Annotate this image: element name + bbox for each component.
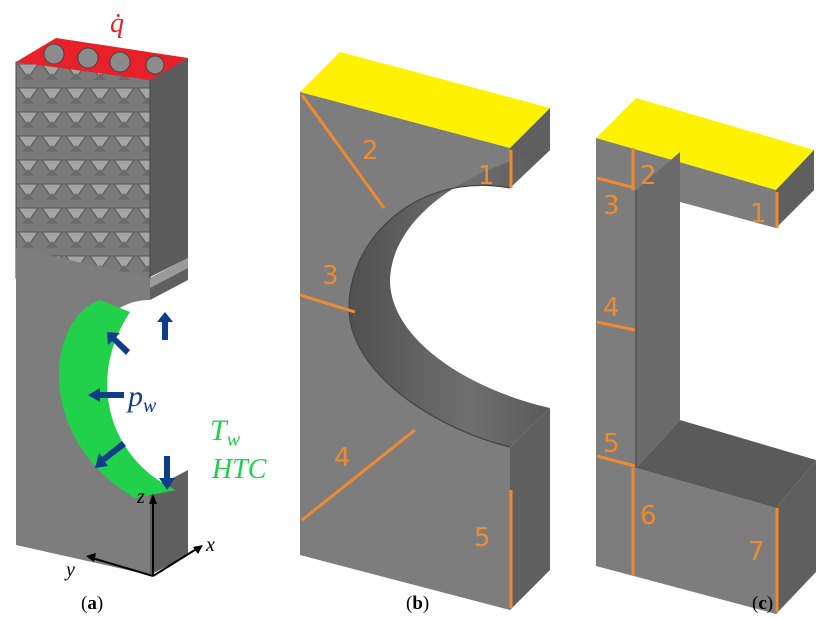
lattice-block <box>15 61 151 279</box>
pressure-arrow <box>159 456 175 490</box>
inner-back-face <box>636 152 680 468</box>
section-label: 4 <box>603 293 620 323</box>
body-top-face <box>150 258 188 288</box>
lower-side-face <box>776 460 816 614</box>
section-label: 6 <box>640 501 657 531</box>
section-label: 3 <box>322 261 339 291</box>
lattice-hole <box>145 55 165 75</box>
z-axis-label: z <box>136 486 145 508</box>
section-label: 1 <box>750 199 767 229</box>
section-lines <box>299 94 513 608</box>
cavity-surface <box>349 150 550 447</box>
section-line-4 <box>301 428 416 522</box>
section-labels: 1 2 3 4 5 <box>322 136 495 553</box>
htc-label: HTC <box>211 454 267 485</box>
x-axis-arrowhead <box>193 545 203 554</box>
y-axis-arrowhead <box>86 553 96 562</box>
caption-b: (b) <box>406 593 429 614</box>
pressure-arrow <box>88 388 124 402</box>
x-axis-label: x <box>205 534 215 556</box>
y-axis <box>91 557 154 577</box>
section-line-4 <box>596 320 636 332</box>
pressure-arrow <box>95 441 126 468</box>
section-label: 2 <box>640 161 657 191</box>
panel-b: 1 2 3 4 5 (b) <box>299 52 550 614</box>
pressure-arrow <box>107 332 130 355</box>
coordinate-axes <box>86 494 203 577</box>
top-face <box>596 98 814 190</box>
inner-floor-face <box>636 420 816 508</box>
section-line-5 <box>596 454 636 468</box>
lattice-hole <box>77 47 99 69</box>
wall-band <box>58 300 177 498</box>
temperature-label: Tw <box>210 414 241 451</box>
section-label: 3 <box>603 191 620 221</box>
section-labels: 1 2 3 4 5 6 7 <box>603 161 767 567</box>
section-label: 2 <box>362 136 379 166</box>
section-lines <box>596 148 779 612</box>
heat-flux-label: q̇ <box>110 8 124 39</box>
temperature-symbol: T <box>210 414 229 447</box>
front-face <box>596 138 776 614</box>
upper-side-face <box>776 150 814 228</box>
z-axis-arrowhead <box>149 494 157 504</box>
panel-a: q̇ pw Tw HTC z x y (a) <box>15 8 267 614</box>
section-line-3 <box>596 176 636 190</box>
section-label: 7 <box>748 537 765 567</box>
pressure-subscript: w <box>143 395 157 417</box>
top-face <box>300 52 550 148</box>
lattice-hole <box>109 51 131 73</box>
caption-a: (a) <box>81 593 103 614</box>
lattice-side-face <box>148 58 188 278</box>
lattice-hole <box>43 43 65 65</box>
pressure-arrow <box>157 312 173 340</box>
section-label: 5 <box>603 429 620 459</box>
section-label: 1 <box>478 161 495 191</box>
panel-c: 1 2 3 4 5 6 7 (c) <box>596 98 816 614</box>
pressure-symbol: p <box>126 380 143 413</box>
y-axis-label: y <box>64 559 75 581</box>
temperature-subscript: w <box>227 429 241 451</box>
section-label: 5 <box>474 523 491 553</box>
pressure-arrows <box>88 312 175 490</box>
cavity-edge <box>348 184 511 448</box>
pressure-label: pw <box>126 380 157 417</box>
caption-c: (c) <box>752 593 773 614</box>
x-axis <box>152 547 199 577</box>
section-line-2 <box>300 94 386 209</box>
section-line-3 <box>299 293 356 314</box>
section-label: 4 <box>334 443 351 473</box>
lower-side-face <box>510 408 550 610</box>
